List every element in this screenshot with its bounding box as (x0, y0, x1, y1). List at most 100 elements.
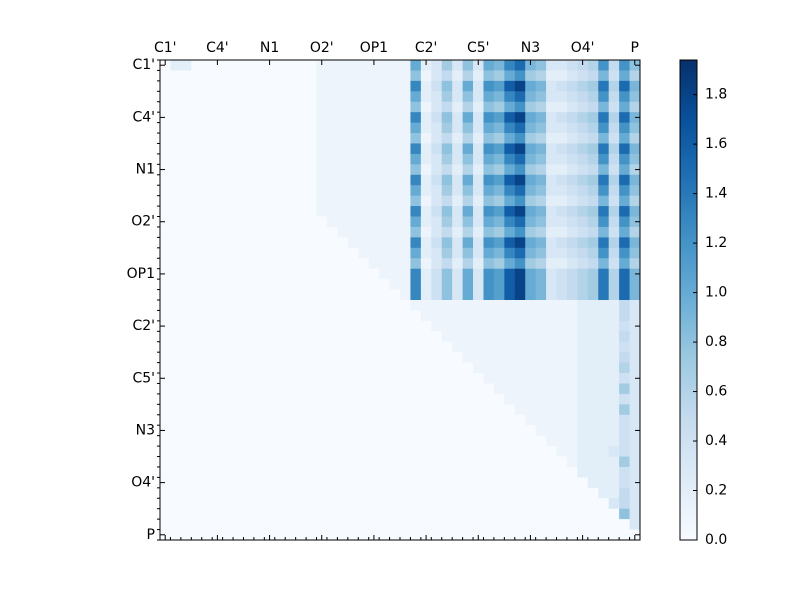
cell (274, 247, 286, 259)
cell (608, 258, 620, 270)
cell (306, 133, 317, 144)
cell (264, 143, 276, 155)
cell (368, 519, 380, 530)
cell (253, 435, 265, 447)
cell (389, 300, 401, 311)
cell (326, 237, 338, 249)
cell (556, 529, 568, 541)
cell (462, 60, 474, 71)
cell (504, 352, 516, 364)
cell (379, 185, 390, 197)
cell (191, 70, 203, 82)
cell (629, 70, 641, 82)
cell (420, 487, 432, 499)
cell (587, 320, 599, 332)
cell (233, 487, 244, 499)
cell (389, 206, 401, 217)
cell (608, 425, 620, 437)
cell (233, 91, 244, 103)
cell (566, 373, 578, 384)
cell (253, 60, 265, 71)
cell (222, 404, 234, 416)
cell (483, 237, 495, 249)
cell (441, 529, 453, 541)
cell (452, 268, 464, 280)
cell (598, 216, 610, 228)
cell (191, 383, 203, 395)
cell (295, 268, 307, 280)
cell (598, 112, 610, 124)
cell (420, 383, 432, 395)
cell (629, 519, 641, 530)
cell (316, 310, 328, 322)
cell (441, 352, 453, 364)
cell (160, 300, 171, 311)
cell (420, 446, 432, 457)
cell (191, 373, 203, 384)
cell (525, 487, 537, 499)
cell (462, 414, 474, 426)
cell (191, 425, 203, 437)
cell (274, 237, 286, 249)
cell (191, 206, 203, 217)
cell (337, 101, 349, 113)
cell (389, 508, 401, 520)
cell (629, 268, 641, 280)
cell (347, 477, 359, 489)
cell (608, 477, 620, 489)
cell (483, 373, 495, 384)
cell (285, 206, 297, 217)
cell (368, 383, 380, 395)
cell (274, 122, 286, 134)
cell (410, 174, 422, 186)
cell (264, 101, 276, 113)
cell (201, 383, 213, 395)
cell (233, 80, 244, 92)
cell (441, 393, 453, 405)
cell (306, 300, 317, 311)
cell (201, 195, 213, 207)
cell (212, 268, 224, 280)
cell (441, 519, 453, 530)
cell (420, 101, 432, 113)
cell (306, 258, 317, 270)
cell (201, 352, 213, 364)
cell (326, 414, 338, 426)
cell (587, 174, 599, 186)
cell (546, 425, 557, 437)
cell (222, 268, 234, 280)
cell (191, 143, 203, 155)
cell (546, 60, 557, 71)
cell (566, 80, 578, 92)
cell (431, 206, 443, 217)
cell (462, 435, 474, 447)
cell (608, 226, 620, 238)
cell (556, 373, 568, 384)
cell (525, 393, 537, 405)
cell (608, 414, 620, 426)
cell (264, 279, 276, 290)
cell (358, 237, 370, 249)
cell (222, 414, 234, 426)
cell (556, 122, 568, 134)
cell (264, 226, 276, 238)
cell (243, 60, 255, 71)
cell (598, 477, 610, 489)
cell (420, 226, 432, 238)
cell (389, 435, 401, 447)
cell (347, 331, 359, 343)
cell (504, 206, 516, 217)
cell (462, 373, 474, 384)
cell (358, 383, 370, 395)
cell (452, 279, 464, 290)
cell (452, 508, 464, 520)
cell (473, 310, 484, 322)
cell (347, 498, 359, 510)
cell (525, 133, 537, 144)
cell (243, 331, 255, 343)
cell (264, 300, 276, 311)
cell (504, 362, 516, 374)
cell (535, 477, 547, 489)
cell (556, 456, 568, 468)
cell (285, 91, 297, 103)
